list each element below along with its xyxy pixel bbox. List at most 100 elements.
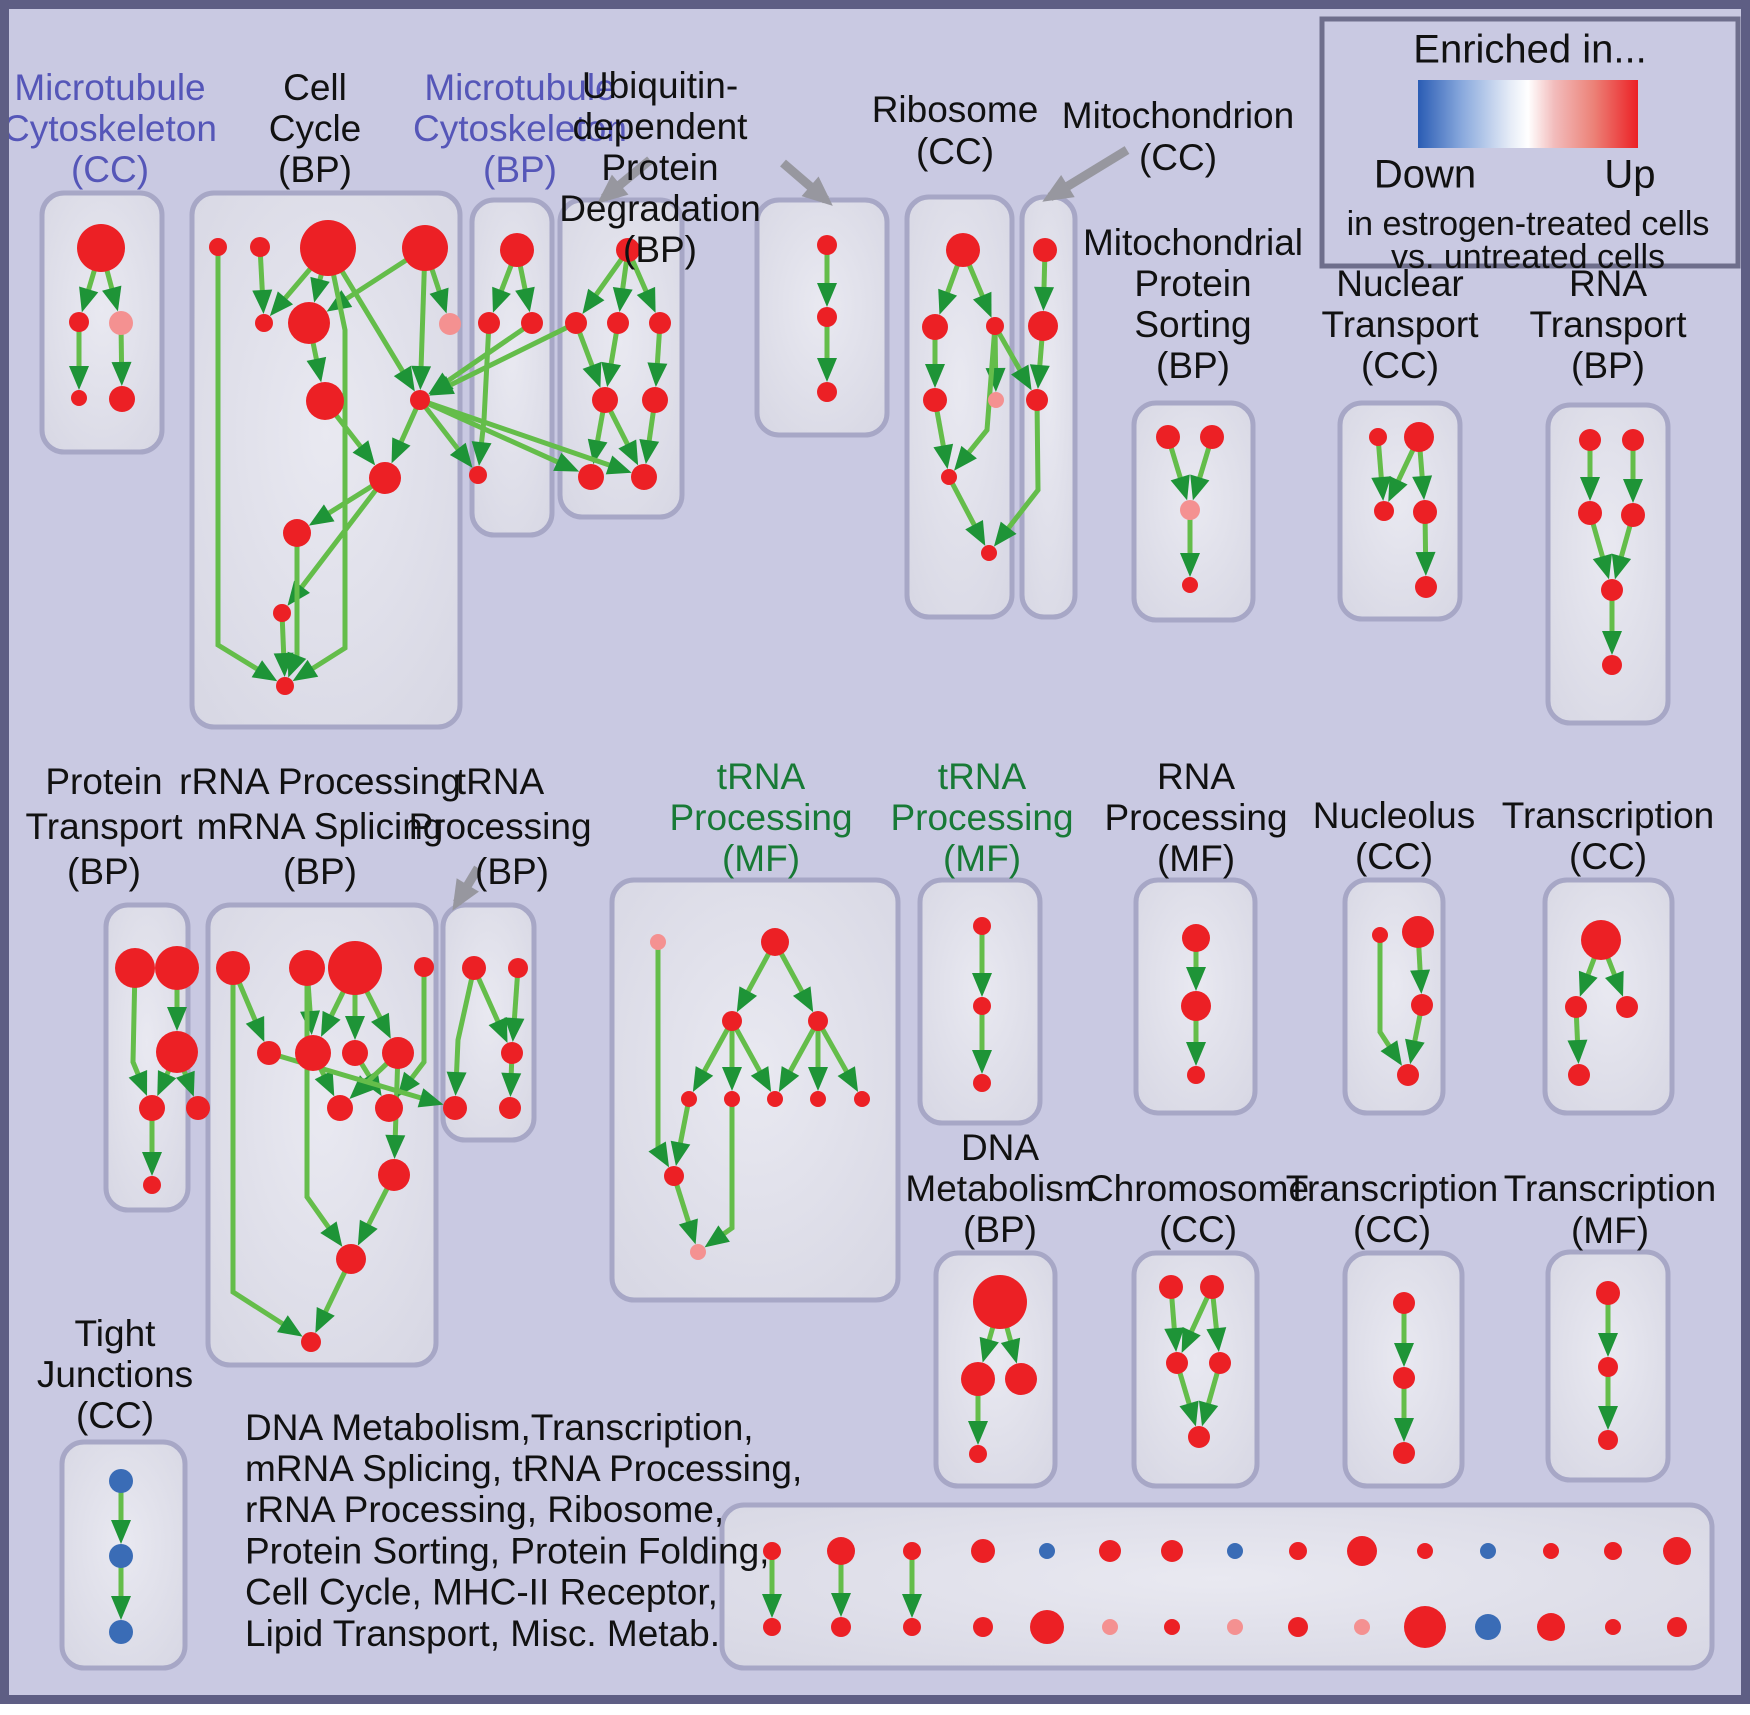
ubiquitin-degradation-box1-node (631, 464, 657, 490)
trna-processing-bp-node (462, 956, 486, 980)
cluster-label: Mitochondrial (1083, 222, 1303, 263)
chromosome-cc-node (1209, 1352, 1231, 1374)
ubiquitin-degradation-box1-node (565, 312, 587, 334)
cluster-label: (CC) (71, 149, 149, 190)
edge (778, 1019, 821, 1092)
ubiquitin-degradation-box2-node (817, 382, 837, 402)
ubiquitin-degradation-box1-node (642, 387, 668, 413)
summary-text-line: Cell Cycle, MHC-II Receptor, (245, 1572, 718, 1613)
dna-metabolism-bp-node (969, 1445, 987, 1463)
rrna-processing-mrna-splicing-bp-node (327, 1095, 353, 1121)
cluster-label: DNA (961, 1127, 1039, 1168)
cluster-label: Transport (1530, 304, 1688, 345)
edge (992, 324, 1032, 391)
cluster-label: Ubiquitin- (582, 65, 738, 106)
edge (946, 475, 986, 546)
cluster-label: Sorting (1134, 304, 1251, 345)
cluster-label: Microtubule (424, 67, 615, 108)
trna-processing-mf-large-node (664, 1166, 684, 1186)
cluster-label: (BP) (67, 851, 141, 892)
cluster-label: mRNA Splicing (197, 806, 444, 847)
edge (230, 968, 303, 1337)
cluster-label: Microtubule (14, 67, 205, 108)
edge (252, 246, 273, 315)
ubiquitin-to-box1-pointer-arrow (597, 156, 653, 204)
protein-transport-bp-node (186, 1096, 210, 1120)
protein-transport-bp-node (155, 946, 199, 990)
chromosome-cc-node (1159, 1275, 1183, 1299)
rna-processing-mf-node (1182, 924, 1210, 952)
cluster-label: Protein (45, 761, 162, 802)
cluster-label: Protein (1134, 263, 1251, 304)
chromosome-cc-node (1200, 1275, 1224, 1299)
strip-node (1404, 1606, 1446, 1648)
cluster-label: dependent (573, 106, 749, 147)
cluster-label: Tight (75, 1313, 157, 1354)
edge (419, 397, 632, 475)
summary-text-line: rRNA Processing, Ribosome, (245, 1489, 724, 1530)
nuclear-transport-cc-box (1337, 400, 1463, 622)
edge (648, 942, 670, 1168)
microtubule-cytoskeleton-cc-node (71, 390, 87, 406)
strip-node (1537, 1613, 1565, 1641)
edge (292, 247, 348, 682)
trna-processing-mf-large-node (690, 1244, 706, 1260)
edge (418, 398, 473, 468)
ubiquitin-degradation-box2-node (817, 235, 837, 255)
strip-node (831, 1617, 851, 1637)
strip-node (1354, 1619, 1370, 1635)
edge (993, 399, 1041, 547)
edge (428, 320, 578, 396)
dna-metabolism-bp-node (973, 1275, 1027, 1329)
trna-bp-to-box-pointer-arrow (452, 865, 482, 911)
ubiquitin-degradation-box1-node (616, 238, 640, 262)
cluster-label: tRNA (938, 756, 1027, 797)
dna-metabolism-bp-node (1005, 1363, 1037, 1395)
trna-processing-mf-large-node (681, 1091, 697, 1107)
rrna-processing-mrna-splicing-bp-node (342, 1040, 368, 1066)
edge (268, 1050, 444, 1108)
trna-processing-mf-large-node (854, 1091, 870, 1107)
cluster-label: Cycle (269, 108, 362, 149)
cluster-label: Processing (890, 797, 1073, 838)
trna-processing-mf-small-node (973, 917, 991, 935)
strip-node (1039, 1543, 1055, 1559)
strip-node (1227, 1619, 1243, 1635)
trna-processing-bp-node (443, 1096, 467, 1120)
mitochondrion-cc-node (1026, 389, 1048, 411)
edge (287, 476, 387, 606)
cluster-label: rRNA Processing (179, 761, 461, 802)
cell-cycle-bp-node (273, 604, 291, 622)
legend-title: Enriched in... (1413, 28, 1646, 72)
dna-metabolism-bp-node (961, 1362, 995, 1396)
cluster-label: (CC) (1353, 1209, 1431, 1250)
trna-processing-mf-large-node (722, 1011, 742, 1031)
strip-node (763, 1542, 781, 1560)
cell-cycle-bp-node (288, 302, 330, 344)
cluster-label: (BP) (1156, 345, 1230, 386)
transcription-cc-row2-node (1565, 996, 1587, 1018)
rna-transport-bp-node (1601, 579, 1623, 601)
cluster-label: (CC) (1361, 345, 1439, 386)
tight-junctions-cc-node (109, 1469, 133, 1493)
cell-cycle-bp-node (250, 237, 270, 257)
cell-cycle-bp-node (283, 519, 311, 547)
nuclear-transport-cc-node (1369, 428, 1387, 446)
cell-cycle-bp-node (402, 225, 448, 271)
microtubule-cytoskeleton-bp-node (500, 233, 534, 267)
cluster-label: (BP) (963, 1209, 1037, 1250)
legend-subline: in estrogen-treated cells (1347, 205, 1710, 243)
ribosome-cc-node (946, 233, 980, 267)
rrna-processing-mrna-splicing-bp-node (336, 1244, 366, 1274)
nucleolus-cc-node (1372, 927, 1388, 943)
protein-transport-bp-node (115, 948, 155, 988)
edge (504, 967, 525, 1043)
rrna-processing-mrna-splicing-bp-node (257, 1041, 281, 1065)
ubiquitin-degradation-box1-node (649, 312, 671, 334)
cluster-label: (MF) (1157, 838, 1235, 879)
transcription-mf-node (1598, 1430, 1618, 1450)
mitochondrial-protein-sorting-bp-node (1180, 500, 1200, 520)
cluster-label: Nucleolus (1313, 795, 1475, 836)
strip-node (903, 1542, 921, 1560)
